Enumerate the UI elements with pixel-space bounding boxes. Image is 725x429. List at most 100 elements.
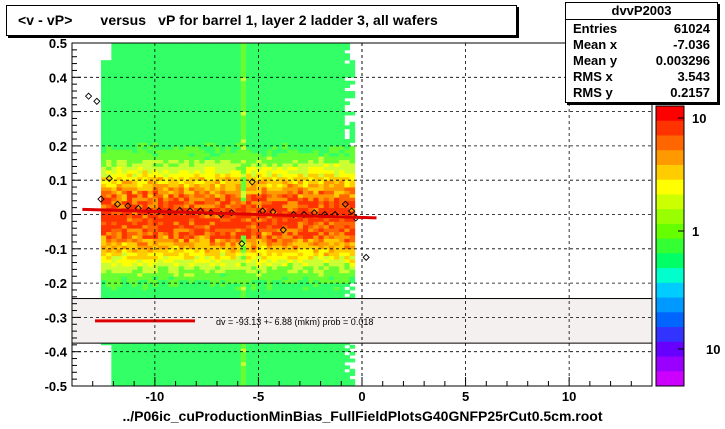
heatmap-cell <box>126 344 133 349</box>
heatmap-cell <box>142 204 149 209</box>
heatmap-cell <box>111 355 117 359</box>
heatmap-cell <box>308 279 314 284</box>
heatmap-cell <box>292 101 299 106</box>
heatmap-cell <box>220 187 226 191</box>
heatmap-cell <box>287 348 294 353</box>
heatmap-cell <box>225 56 231 61</box>
heatmap-cell <box>318 87 325 92</box>
heatmap-cell <box>287 111 294 116</box>
heatmap-cell <box>189 132 195 137</box>
heatmap-cell <box>132 163 138 167</box>
fit-legend-text: dv = -93.13 +- 6.88 (mkm) prob = 0.018 <box>216 317 373 327</box>
heatmap-cell <box>147 286 154 291</box>
heatmap-cell <box>261 214 268 219</box>
heatmap-cell <box>173 84 180 88</box>
heatmap-cell <box>277 166 283 171</box>
heatmap-cell <box>178 125 185 130</box>
heatmap-cell <box>168 118 174 123</box>
heatmap-cell <box>225 361 231 366</box>
heatmap-cell <box>246 108 252 112</box>
heatmap-cell <box>282 238 288 243</box>
heatmap-cell <box>163 214 169 219</box>
heatmap-cell <box>173 372 180 377</box>
heatmap-cell <box>339 149 345 154</box>
heatmap-cell <box>157 159 164 164</box>
heatmap-cell <box>271 207 278 212</box>
heatmap-cell <box>297 228 304 233</box>
heatmap-cell <box>101 128 107 133</box>
heatmap-cell <box>297 276 304 281</box>
heatmap-cell <box>163 46 169 51</box>
heatmap-cell <box>168 87 174 92</box>
heatmap-cell <box>230 204 237 209</box>
heatmap-cell <box>189 379 195 383</box>
heatmap-cell <box>101 252 107 257</box>
heatmap-cell <box>287 97 294 102</box>
heatmap-cell <box>235 104 242 109</box>
heatmap-cell <box>235 265 242 270</box>
heatmap-cell <box>163 43 169 47</box>
heatmap-cell <box>302 149 309 154</box>
heatmap-cell <box>266 108 273 112</box>
heatmap-cell <box>225 293 231 298</box>
heatmap-cell <box>251 197 257 202</box>
heatmap-cell <box>142 46 149 51</box>
heatmap-cell <box>302 125 309 130</box>
heatmap-cell <box>209 149 216 154</box>
heatmap-cell <box>204 132 211 137</box>
heatmap-cell <box>152 125 159 130</box>
heatmap-cell <box>287 221 294 226</box>
heatmap-cell <box>173 169 180 174</box>
heatmap-cell <box>297 115 304 119</box>
heatmap-cell <box>287 142 294 147</box>
heatmap-cell <box>163 142 169 147</box>
heatmap-cell <box>277 176 283 181</box>
heatmap-cell <box>116 163 123 167</box>
heatmap-cell <box>240 111 247 116</box>
heatmap-cell <box>277 97 283 102</box>
heatmap-cell <box>142 77 149 82</box>
heatmap-cell <box>240 53 247 58</box>
heatmap-cell <box>323 156 330 161</box>
heatmap-cell <box>302 156 309 161</box>
heatmap-cell <box>225 379 231 383</box>
heatmap-cell <box>178 60 185 64</box>
heatmap-cell <box>256 73 262 78</box>
heatmap-cell <box>111 135 117 140</box>
heatmap-cell <box>214 132 221 137</box>
heatmap-cell <box>334 43 340 47</box>
heatmap-cell <box>121 269 128 274</box>
heatmap-cell <box>349 286 356 291</box>
heatmap-cell <box>204 43 211 47</box>
heatmap-cell <box>246 348 252 353</box>
heatmap-cell <box>328 252 335 257</box>
heatmap-cell <box>308 108 314 112</box>
heatmap-cell <box>266 217 273 222</box>
heatmap-cell <box>240 91 247 95</box>
heatmap-cell <box>266 255 273 260</box>
heatmap-cell <box>240 173 247 178</box>
heatmap-cell <box>318 176 325 181</box>
heatmap-cell <box>121 49 128 54</box>
heatmap-cell <box>126 238 133 243</box>
heatmap-cell <box>220 118 226 123</box>
chart-title-box: <v - vP> versus vP for barrel 1, layer 2… <box>6 5 517 36</box>
heatmap-cell <box>292 361 299 366</box>
heatmap-cell <box>251 382 257 387</box>
heatmap-cell <box>308 289 314 294</box>
heatmap-cell <box>121 286 128 291</box>
heatmap-cell <box>339 211 345 215</box>
heatmap-cell <box>251 217 257 222</box>
heatmap-cell <box>199 173 205 178</box>
heatmap-cell <box>349 224 356 229</box>
heatmap-cell <box>147 204 154 209</box>
heatmap-cell <box>111 132 117 137</box>
heatmap-cell <box>225 365 231 370</box>
heatmap-cell <box>266 169 273 174</box>
heatmap-cell <box>121 382 128 387</box>
heatmap-cell <box>106 259 112 263</box>
heatmap-cell <box>173 204 180 209</box>
heatmap-cell <box>225 97 231 102</box>
heatmap-cell <box>318 108 325 112</box>
heatmap-cell <box>323 115 330 119</box>
